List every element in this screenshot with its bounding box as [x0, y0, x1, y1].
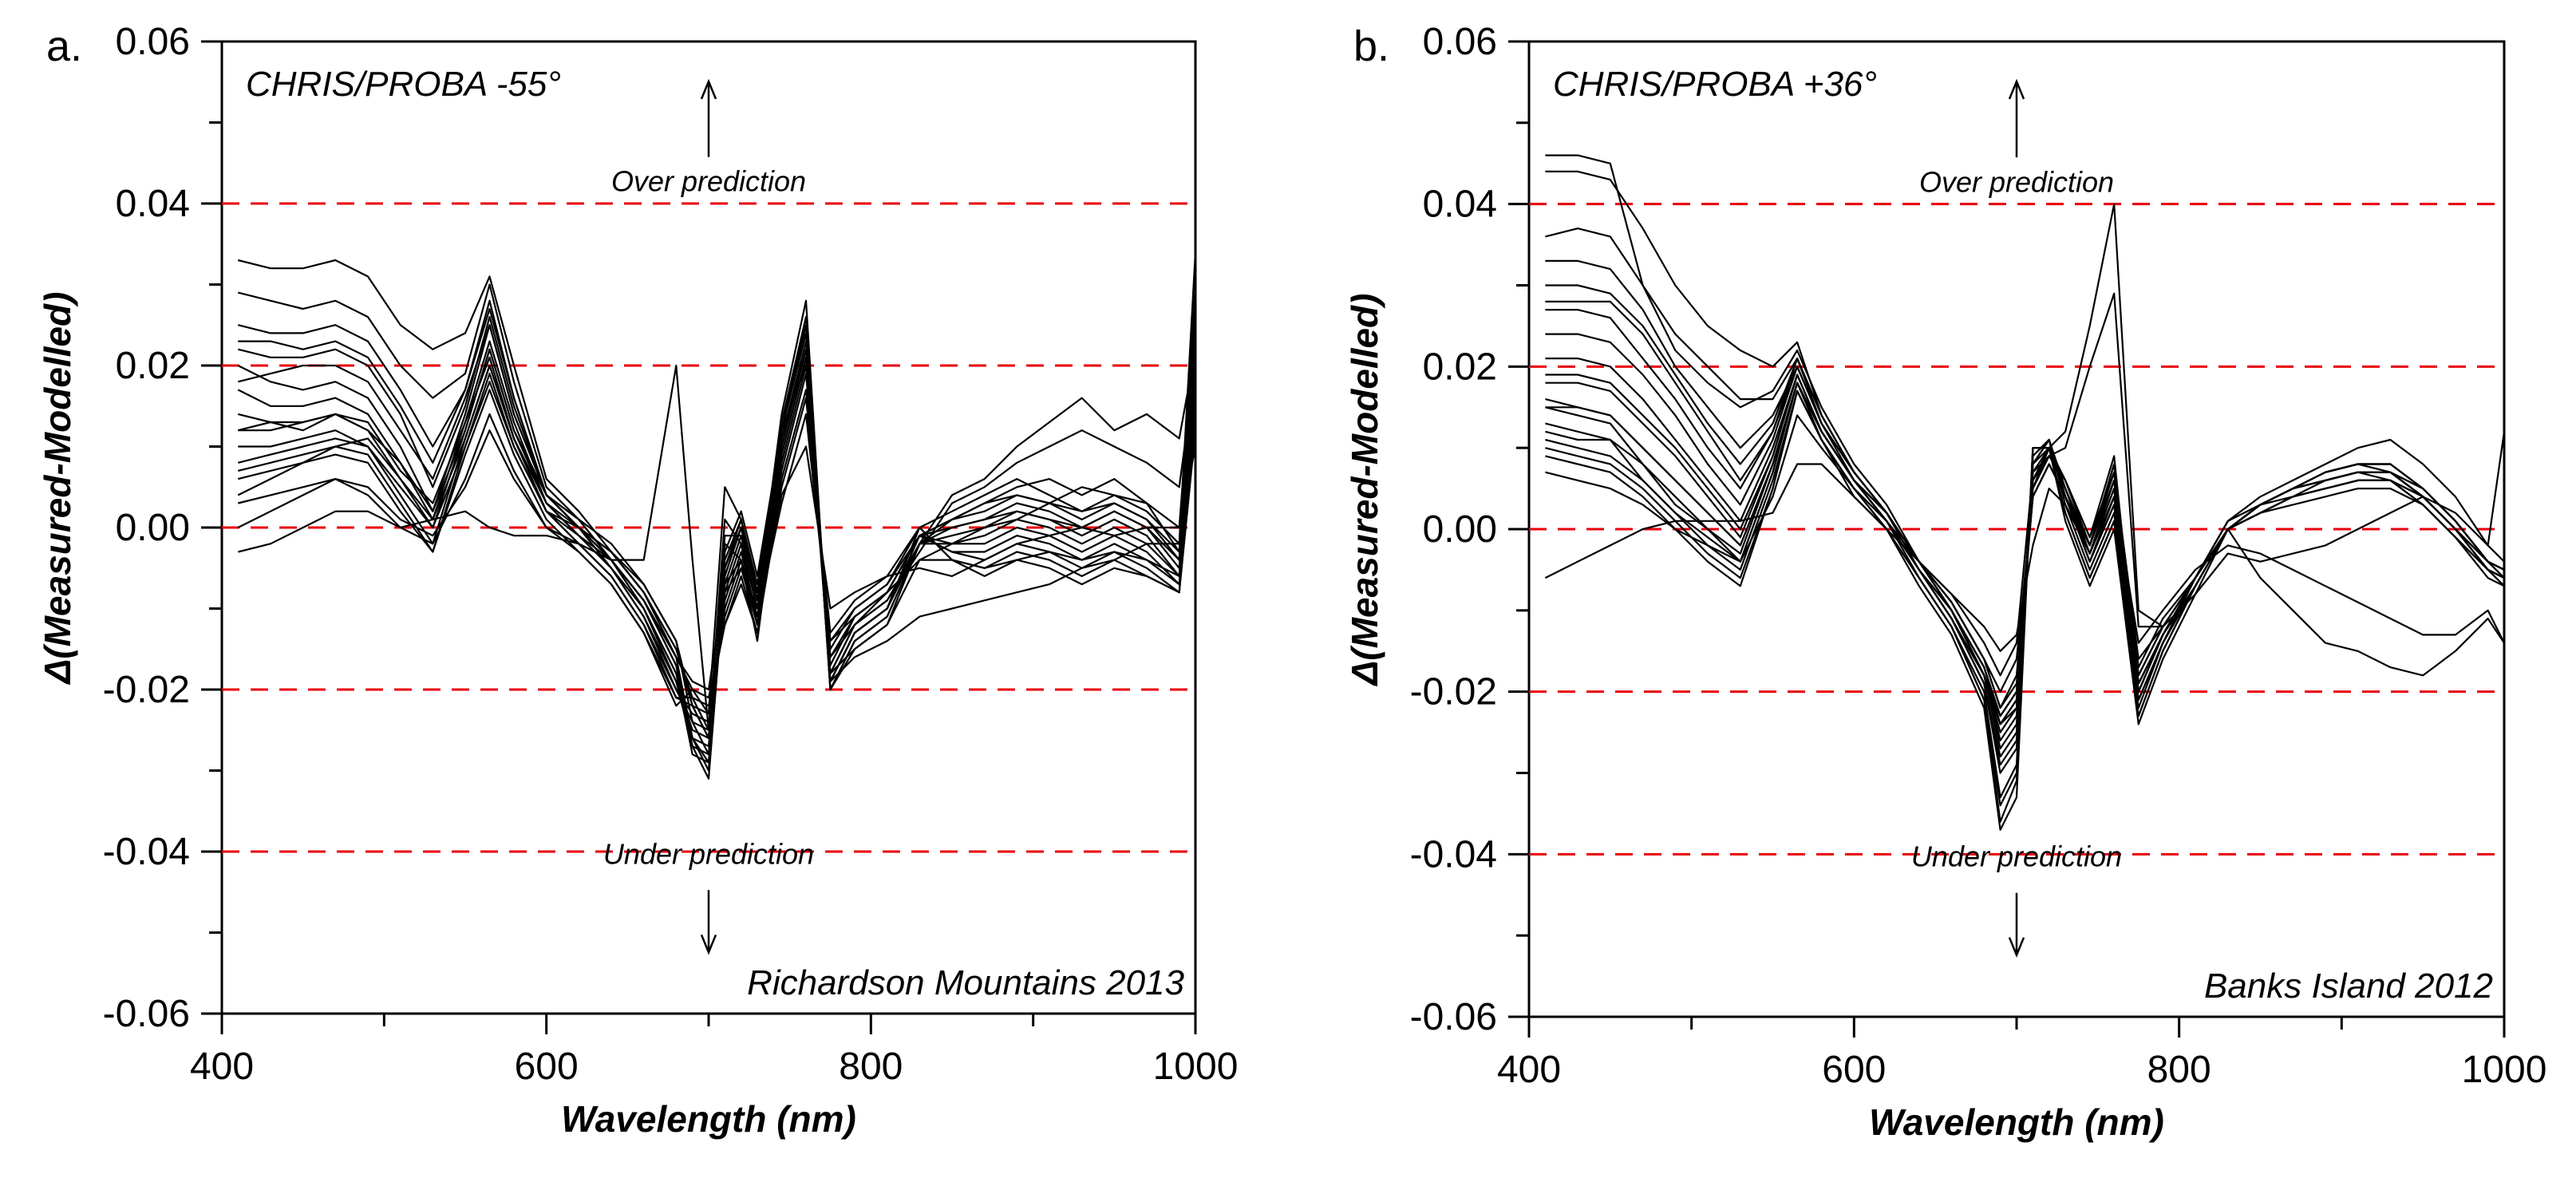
- series-line: [238, 405, 1197, 691]
- y-axis-title: Δ(Measured-Modelled): [1344, 294, 1385, 687]
- y-axis-ticks: -0.06 -0.04 -0.02 0.00 0.02 0.04 0.06: [1410, 21, 1529, 1038]
- location-label: Richardson Mountains 2013: [747, 963, 1184, 1002]
- series-line: [238, 317, 1197, 740]
- under-prediction-label: Under prediction: [1911, 840, 2122, 873]
- y-tick-label: 0.00: [116, 507, 190, 549]
- panel-label: b.: [1353, 22, 1389, 70]
- series-line: [1545, 333, 2505, 733]
- down-arrow-head-icon: [2008, 937, 2025, 959]
- x-tick-label: 1000: [1153, 1046, 1239, 1088]
- series-line: [238, 251, 1197, 772]
- panel-b: 400 600 800 1000 -0.06 -0.04 -0.02 0.00 0.02 0.0…: [1344, 21, 2546, 1143]
- x-axis-title: Wavelength (nm): [1869, 1101, 2164, 1143]
- y-tick-label: -0.04: [1410, 833, 1497, 876]
- x-tick-label: 600: [515, 1046, 579, 1088]
- y-tick-label: -0.02: [103, 669, 190, 711]
- y-tick-label: 0.00: [1423, 508, 1497, 551]
- panel-label: a.: [46, 22, 82, 70]
- panel-title: CHRIS/PROBA +36°: [1553, 65, 1877, 104]
- series-group: [237, 251, 1197, 780]
- series-line: [238, 283, 1197, 780]
- y-axis-title: Δ(Measured-Modelled): [37, 292, 78, 686]
- y-tick-label: -0.02: [1410, 671, 1497, 714]
- y-tick-label: 0.02: [116, 345, 190, 387]
- x-tick-label: 1000: [2462, 1049, 2547, 1091]
- series-line: [238, 348, 1197, 740]
- x-axis-ticks: 400 600 800 1000: [190, 1014, 1238, 1088]
- x-tick-label: 400: [1497, 1049, 1561, 1091]
- x-tick-label: 400: [190, 1046, 254, 1088]
- y-tick-label: -0.06: [1410, 996, 1497, 1038]
- x-axis-ticks: 400 600 800 1000: [1497, 1017, 2546, 1091]
- series-line: [1545, 381, 2505, 710]
- series-group: [1544, 154, 2506, 831]
- reference-lines: [1529, 203, 2504, 856]
- series-line: [238, 300, 1197, 764]
- over-prediction-label: Over prediction: [611, 165, 806, 198]
- series-line: [1545, 284, 2505, 717]
- up-arrow-head-icon: [2008, 78, 2025, 100]
- series-line: [1545, 389, 2505, 807]
- series-line: [1544, 463, 2505, 652]
- series-line: [1545, 309, 2505, 710]
- y-tick-label: 0.04: [116, 183, 190, 225]
- reference-lines: [222, 202, 1195, 853]
- panel-title: CHRIS/PROBA -55°: [246, 65, 561, 104]
- x-tick-label: 800: [2147, 1049, 2211, 1091]
- series-line: [238, 364, 1197, 731]
- location-label: Banks Island 2012: [2204, 967, 2493, 1006]
- down-arrow-head-icon: [700, 934, 717, 955]
- panel-a: 400 600 800 1000 -0.06 -0.04 -0.02 0.00 0.02 0.0…: [37, 21, 1238, 1140]
- y-axis-ticks: -0.06 -0.04 -0.02 0.00 0.02 0.04 0.06: [103, 21, 222, 1035]
- y-tick-label: 0.06: [116, 21, 190, 63]
- y-tick-label: 0.04: [1423, 184, 1497, 226]
- under-prediction-label: Under prediction: [603, 837, 814, 870]
- up-arrow-head-icon: [700, 78, 717, 100]
- series-line: [238, 373, 1197, 715]
- x-tick-label: 800: [839, 1046, 903, 1088]
- series-line: [237, 397, 1197, 707]
- series-line: [238, 348, 1197, 731]
- series-line: [238, 364, 1197, 715]
- y-tick-label: -0.04: [103, 831, 190, 873]
- y-tick-label: -0.06: [103, 993, 190, 1035]
- series-line: [238, 364, 1197, 723]
- x-tick-label: 600: [1822, 1049, 1886, 1091]
- x-axis-title: Wavelength (nm): [561, 1098, 856, 1140]
- y-tick-label: 0.06: [1423, 21, 1497, 63]
- over-prediction-label: Over prediction: [1919, 165, 2114, 198]
- series-line: [238, 299, 1197, 764]
- y-tick-label: 0.02: [1423, 346, 1497, 388]
